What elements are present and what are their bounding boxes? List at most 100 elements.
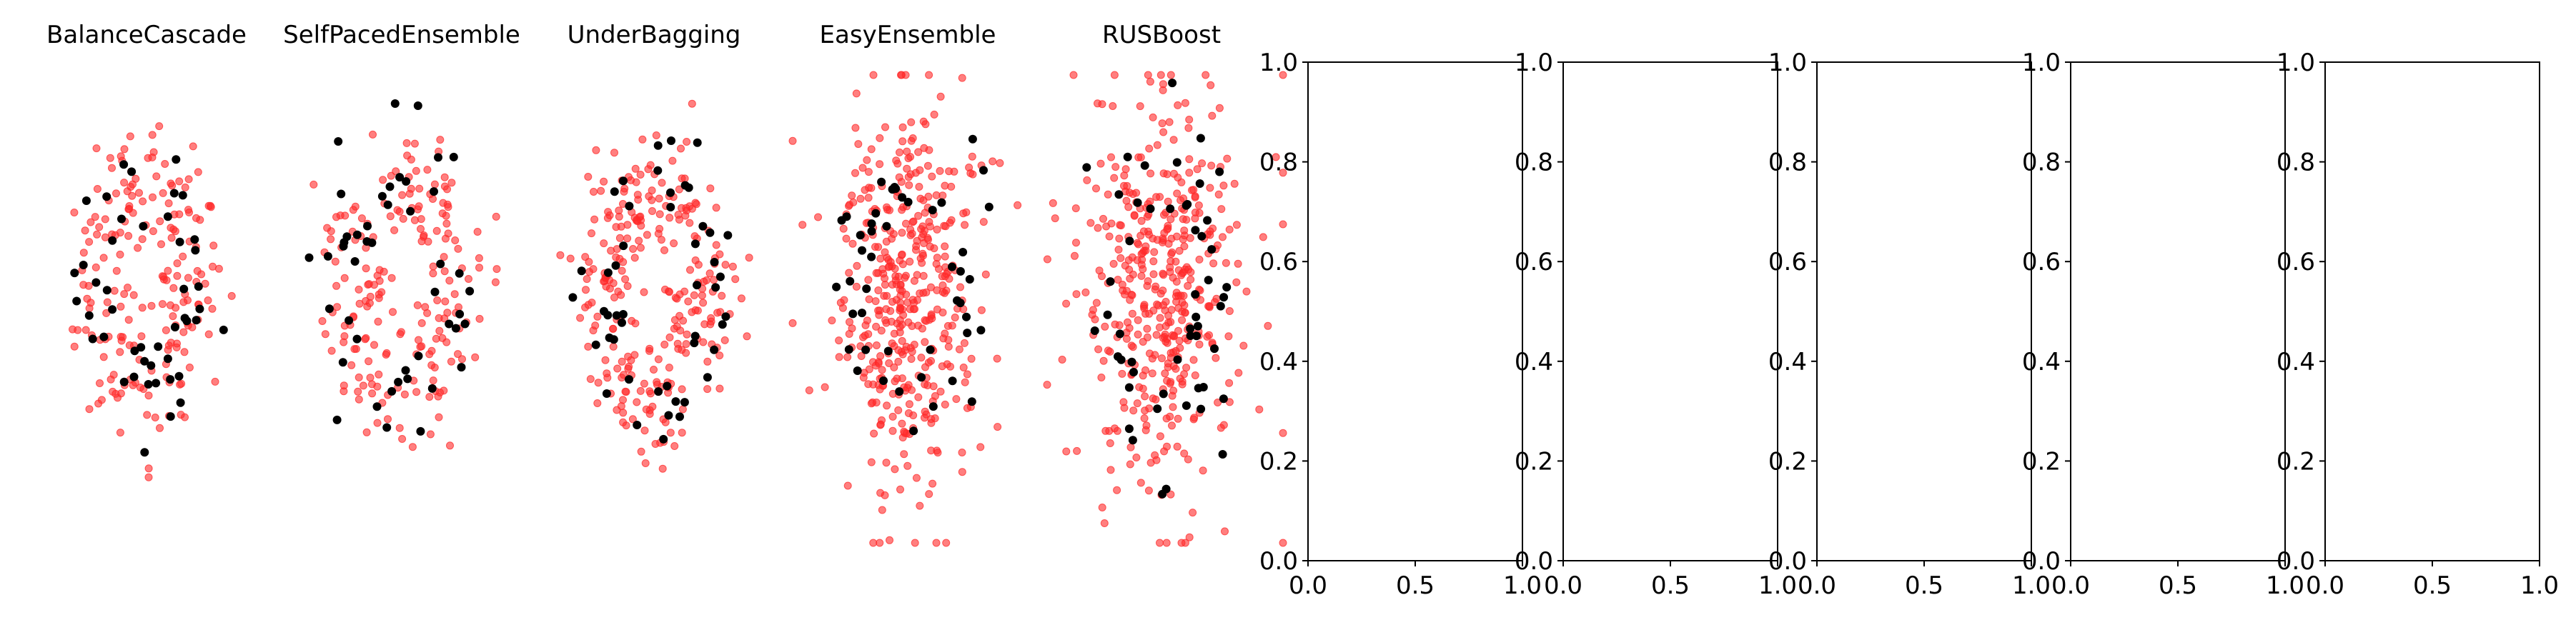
point-majority (110, 286, 119, 295)
subplot-empty-2: 0.0 0.2 0.4 0.6 0.8 1.0 0.0 0.5 1.0 (1515, 49, 1797, 600)
x-tick-label: 0.5 (2159, 571, 2197, 600)
point-majority (715, 351, 724, 360)
point-majority (168, 181, 177, 190)
point-majority (375, 370, 383, 379)
point-majority (911, 305, 918, 314)
point-majority (1144, 486, 1153, 495)
point-majority (707, 317, 715, 326)
point-majority (1184, 281, 1192, 290)
point-minority (667, 136, 675, 145)
point-majority (712, 241, 720, 249)
point-majority (1195, 209, 1204, 217)
point-majority (923, 381, 932, 389)
point-majority (155, 122, 164, 131)
point-majority (1095, 266, 1104, 275)
point-majority (408, 443, 417, 451)
point-majority (720, 336, 729, 344)
point-minority (152, 379, 161, 388)
point-majority (941, 181, 949, 190)
subplot-title: RUSBoost (1102, 21, 1221, 49)
point-majority (81, 326, 90, 334)
point-majority (91, 263, 100, 271)
point-minority (718, 320, 727, 329)
point-majority (865, 295, 873, 304)
point-majority (891, 377, 899, 386)
point-majority (683, 206, 691, 215)
point-majority (703, 385, 712, 394)
point-majority (1166, 215, 1175, 224)
point-majority (1174, 266, 1183, 274)
point-majority (597, 186, 605, 195)
point-majority (944, 342, 953, 351)
point-majority (1153, 141, 1161, 149)
subplot-balancecascade: BalanceCascade (46, 21, 247, 481)
point-minority (382, 423, 392, 432)
point-majority (936, 92, 945, 101)
point-majority (925, 71, 933, 79)
point-majority (910, 341, 918, 349)
point-majority (1191, 193, 1199, 201)
point-minority (108, 305, 117, 314)
point-majority (447, 179, 456, 187)
point-majority (429, 262, 437, 271)
point-majority (610, 294, 618, 301)
point-majority (1279, 220, 1287, 229)
point-majority (906, 231, 915, 239)
point-minority (846, 276, 855, 286)
point-majority (442, 219, 451, 228)
point-majority (922, 288, 931, 296)
point-minority (1166, 204, 1175, 214)
point-majority (333, 303, 342, 311)
point-majority (1114, 276, 1122, 284)
point-minority (675, 412, 684, 421)
point-majority (1166, 378, 1175, 386)
point-minority (968, 134, 977, 144)
point-minority (680, 398, 689, 407)
point-minority (430, 287, 440, 296)
point-majority (933, 225, 941, 234)
point-majority (1136, 231, 1145, 240)
point-majority (661, 418, 670, 426)
point-majority (731, 275, 740, 284)
point-minority (169, 189, 179, 198)
subplot-title: EasyEnsemble (820, 21, 996, 49)
point-minority (1082, 163, 1091, 172)
point-majority (81, 226, 89, 235)
point-minority (858, 246, 866, 255)
point-majority (175, 177, 184, 186)
point-majority (675, 185, 683, 194)
point-majority (116, 429, 124, 437)
point-majority (369, 130, 377, 139)
point-majority (635, 236, 643, 245)
point-majority (143, 411, 152, 419)
point-majority (420, 231, 428, 239)
point-majority (622, 388, 630, 396)
point-majority (869, 71, 878, 79)
point-majority (654, 355, 663, 364)
point-majority (1167, 250, 1176, 259)
point-minority (1219, 394, 1228, 404)
point-minority (603, 268, 613, 277)
point-minority (698, 221, 708, 231)
point-minority (853, 366, 862, 375)
point-majority (211, 377, 219, 386)
point-majority (938, 362, 946, 371)
point-majority (159, 189, 167, 197)
point-majority (877, 326, 886, 335)
point-majority (475, 264, 483, 272)
point-majority (630, 351, 639, 359)
point-minority (1127, 357, 1136, 366)
point-majority (1129, 343, 1137, 351)
point-majority (919, 230, 928, 239)
point-majority (1106, 439, 1114, 447)
point-minority (178, 191, 187, 200)
point-minority (611, 261, 620, 270)
point-minority (91, 278, 101, 287)
point-minority (1191, 290, 1200, 299)
point-minority (895, 387, 904, 396)
point-minority (1207, 245, 1217, 254)
point-majority (129, 209, 137, 217)
point-majority (370, 341, 378, 349)
point-majority (592, 146, 600, 154)
point-majority (1199, 466, 1207, 475)
